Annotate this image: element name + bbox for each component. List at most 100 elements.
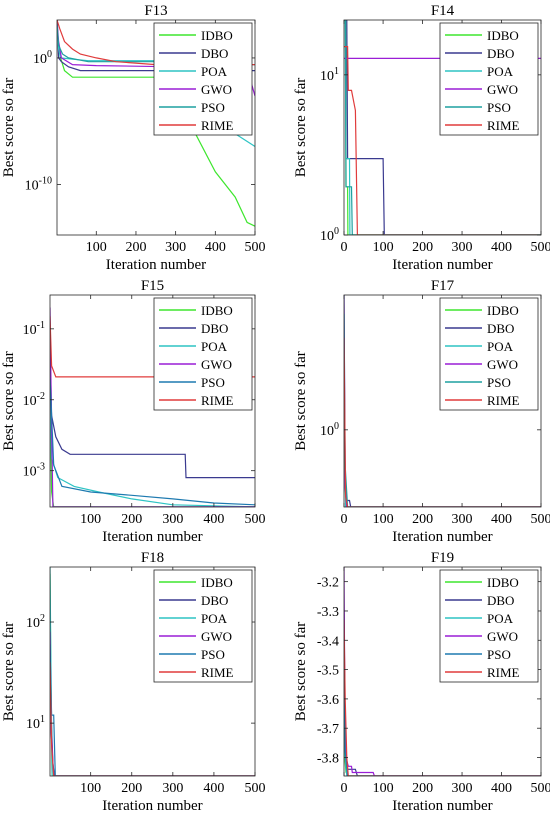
- x-tick-label: 0: [341, 781, 348, 796]
- legend-label-DBO: DBO: [201, 593, 228, 608]
- axes-box: [343, 19, 542, 236]
- legend: IDBO DBO POA GWO PSO RIME: [153, 22, 253, 136]
- x-tick-label: 200: [412, 512, 433, 527]
- y-tick-label: 102: [26, 613, 45, 631]
- x-tick-label: 0: [341, 240, 348, 255]
- x-tick-label: 400: [491, 240, 512, 255]
- legend-label-DBO: DBO: [487, 321, 514, 336]
- x-tick-label: 400: [205, 240, 226, 255]
- legend-label-POA: POA: [487, 64, 514, 79]
- axes-box: [49, 566, 256, 777]
- axes-box: [343, 294, 542, 508]
- x-tick-label: 100: [373, 512, 394, 527]
- x-tick-label: 200: [412, 781, 433, 796]
- legend-label-PSO: PSO: [201, 100, 225, 115]
- legend-label-PSO: PSO: [487, 100, 511, 115]
- y-axis-label: Best score so far: [293, 351, 309, 451]
- legend-label-IDBO: IDBO: [201, 303, 233, 318]
- x-tick-label: 500: [531, 240, 550, 255]
- x-tick-label: 500: [245, 781, 266, 796]
- series-line-RIME: [57, 20, 255, 66]
- legend-label-RIME: RIME: [201, 665, 234, 680]
- legend-label-GWO: GWO: [201, 82, 232, 97]
- x-tick-label: 100: [80, 512, 101, 527]
- x-tick-label: 500: [245, 512, 266, 527]
- series-line-PSO: [344, 20, 541, 235]
- x-axis-label: Iteration number: [102, 798, 202, 814]
- legend-label-RIME: RIME: [487, 393, 520, 408]
- series-line-PSO: [50, 378, 255, 506]
- chart-panel-F13: 100 200 300 400 500 100 10-10 F13 Iteration numb…: [1, 3, 266, 273]
- x-axis-label: Iteration number: [392, 257, 492, 273]
- y-tick-label: 100: [320, 421, 339, 439]
- legend-label-GWO: GWO: [487, 357, 518, 372]
- legend-label-IDBO: IDBO: [201, 28, 233, 43]
- legend-label-POA: POA: [487, 339, 514, 354]
- x-tick-label: 300: [452, 240, 473, 255]
- y-tick-label: -3.7: [317, 722, 339, 737]
- legend: IDBO DBO POA GWO PSO RIME: [439, 569, 539, 683]
- y-tick-label: -3.3: [317, 605, 339, 620]
- legend-label-PSO: PSO: [487, 647, 511, 662]
- y-tick-label: -3.6: [317, 693, 339, 708]
- y-tick-label: 10-10: [25, 175, 52, 193]
- series-line-RIME: [344, 337, 541, 507]
- chart-title: F14: [431, 3, 455, 19]
- chart-panel-F17: 0 100 200 300 400 500 100 F17 Iteration number Be…: [293, 278, 550, 545]
- legend-label-PSO: PSO: [201, 375, 225, 390]
- x-tick-label: 300: [162, 781, 183, 796]
- y-tick-label: 10-1: [23, 320, 45, 338]
- legend-label-RIME: RIME: [487, 118, 520, 133]
- y-tick-label: 101: [26, 714, 45, 732]
- y-tick-label: -3.4: [317, 634, 339, 649]
- axes-box: [343, 566, 542, 777]
- x-tick-label: 200: [121, 781, 142, 796]
- y-tick-label: 10-3: [23, 462, 45, 480]
- y-axis-label: Best score so far: [293, 622, 309, 722]
- chart-panel-F18: 100 200 300 400 500 102 101 F18 Iteration number…: [1, 550, 266, 814]
- series-line-DBO: [344, 20, 541, 235]
- series-line-RIME: [344, 45, 541, 235]
- legend-label-DBO: DBO: [487, 593, 514, 608]
- legend-label-PSO: PSO: [201, 647, 225, 662]
- x-tick-label: 400: [203, 512, 224, 527]
- y-tick-label: -3.8: [317, 752, 339, 767]
- legend: IDBO DBO POA GWO PSO RIME: [439, 22, 539, 136]
- x-axis-label: Iteration number: [392, 798, 492, 814]
- x-tick-label: 300: [162, 512, 183, 527]
- legend-label-DBO: DBO: [201, 321, 228, 336]
- axes-box: [49, 294, 256, 508]
- chart-title: F19: [431, 550, 454, 566]
- legend-label-RIME: RIME: [487, 665, 520, 680]
- x-tick-label: 0: [341, 512, 348, 527]
- legend: IDBO DBO POA GWO PSO RIME: [153, 569, 253, 683]
- y-axis-label: Best score so far: [1, 622, 17, 722]
- y-axis-label: Best score so far: [1, 78, 17, 178]
- x-tick-label: 100: [86, 240, 107, 255]
- y-tick-label: -3.5: [317, 664, 339, 679]
- y-tick-label: -3.2: [317, 576, 339, 591]
- x-tick-label: 400: [491, 512, 512, 527]
- x-tick-label: 500: [531, 781, 550, 796]
- legend-label-POA: POA: [487, 611, 514, 626]
- x-tick-label: 400: [491, 781, 512, 796]
- legend-label-IDBO: IDBO: [487, 28, 519, 43]
- x-axis-label: Iteration number: [102, 529, 202, 545]
- x-axis-label: Iteration number: [106, 257, 206, 273]
- legend-label-DBO: DBO: [201, 46, 228, 61]
- series-line-POA: [344, 20, 541, 235]
- x-tick-label: 400: [203, 781, 224, 796]
- chart-title: F18: [141, 550, 164, 566]
- axes-box: [56, 19, 256, 236]
- legend-label-GWO: GWO: [487, 629, 518, 644]
- x-tick-label: 200: [412, 240, 433, 255]
- legend-label-IDBO: IDBO: [487, 575, 519, 590]
- x-tick-label: 100: [373, 781, 394, 796]
- x-tick-label: 500: [531, 512, 550, 527]
- legend-label-POA: POA: [201, 64, 228, 79]
- x-axis-label: Iteration number: [392, 529, 492, 545]
- legend-label-GWO: GWO: [201, 629, 232, 644]
- legend-label-PSO: PSO: [487, 375, 511, 390]
